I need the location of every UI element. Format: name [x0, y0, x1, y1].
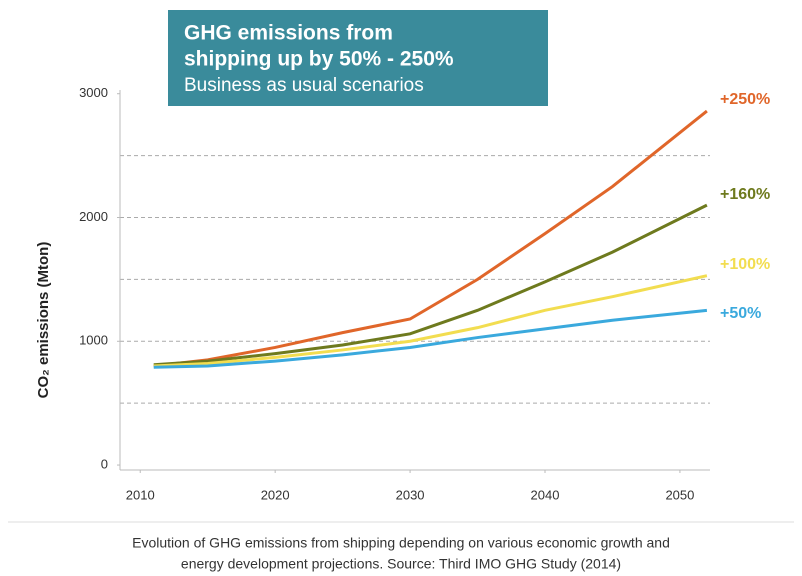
x-tick-label: 2040: [531, 487, 560, 502]
chart-subtitle: Business as usual scenarios: [184, 75, 424, 96]
caption: energy development projections. Source: …: [181, 556, 621, 572]
x-tick-label: 2010: [126, 487, 155, 502]
series-label: +250%: [720, 91, 770, 108]
series-line: [153, 308, 708, 369]
chart-title: GHG emissions from: [184, 22, 393, 45]
y-tick-label: 2000: [79, 209, 108, 224]
series-line: [153, 274, 708, 368]
y-tick-label: 3000: [79, 85, 108, 100]
y-tick-label: 0: [101, 456, 108, 471]
y-tick-label: 1000: [79, 333, 108, 348]
x-tick-label: 2050: [665, 487, 694, 502]
series-label: +160%: [720, 186, 770, 203]
y-axis-label: CO₂ emissions (Mton): [35, 242, 52, 399]
series-line: [153, 109, 708, 368]
chart-title: shipping up by 50% - 250%: [184, 48, 454, 71]
caption: Evolution of GHG emissions from shipping…: [132, 535, 670, 551]
x-tick-label: 2020: [261, 487, 290, 502]
series-line: [153, 203, 708, 367]
series-label: +50%: [720, 305, 761, 322]
series-label: +100%: [720, 256, 770, 273]
x-tick-label: 2030: [396, 487, 425, 502]
title-box: [168, 10, 548, 106]
